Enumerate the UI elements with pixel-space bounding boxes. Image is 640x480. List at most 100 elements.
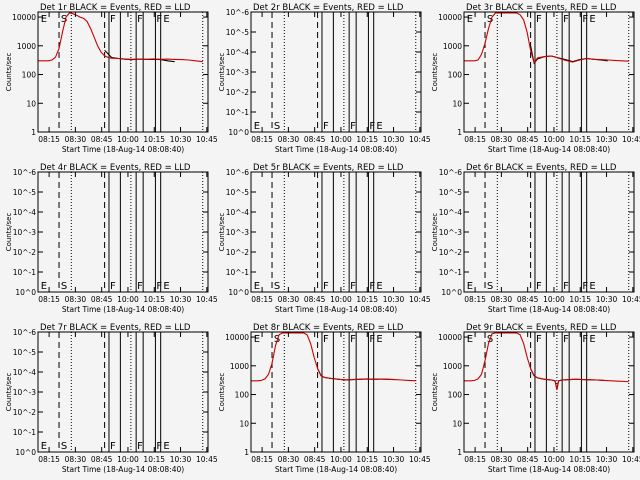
x-tick-label: 08:45	[517, 455, 539, 464]
marker-letter: F	[563, 281, 569, 292]
marker-letter: F	[536, 334, 542, 345]
x-tick-label: 08:30	[491, 455, 513, 464]
x-tick-label: 10:30	[596, 295, 618, 304]
lld-series-line	[251, 332, 416, 382]
x-tick-label: 10:30	[596, 455, 618, 464]
marker-letter: E	[467, 281, 473, 292]
y-tick-label: 10^-6	[13, 168, 37, 177]
marker-letter: E	[467, 14, 473, 25]
x-tick-label: 08:45	[517, 295, 539, 304]
y-tick-label: 10^-5	[226, 28, 250, 37]
x-tick-label: 08:45	[91, 455, 113, 464]
x-tick-label: 08:45	[304, 455, 326, 464]
marker-letter: E	[376, 281, 382, 292]
x-tick-label: 10:45	[622, 135, 640, 144]
x-tick-label: 08:15	[38, 455, 60, 464]
x-tick-label: 08:30	[491, 295, 513, 304]
x-tick-label: 10:15	[569, 295, 591, 304]
x-tick-label: 08:15	[251, 135, 273, 144]
y-tick-label: 10000	[225, 333, 249, 342]
y-tick-label: 10^-1	[13, 268, 37, 277]
x-tick-label: 10:15	[356, 295, 378, 304]
x-tick-label: 10:45	[196, 295, 218, 304]
panel-title: Det 1r BLACK = Events, RED = LLD	[40, 3, 191, 13]
x-tick-label: 08:45	[517, 135, 539, 144]
x-tick-label: 10:45	[622, 455, 640, 464]
x-tick-label: 08:15	[464, 135, 486, 144]
marker-letter: E	[254, 121, 260, 132]
panel-title: Det 2r BLACK = Events, RED = LLD	[253, 3, 404, 13]
x-tick-label: 10:00	[543, 295, 565, 304]
marker-letter: F	[323, 334, 329, 345]
panel-title: Det 6r BLACK = Events, RED = LLD	[466, 163, 617, 173]
y-tick-label: 10^-5	[226, 188, 250, 197]
x-tick-label: 08:30	[65, 455, 87, 464]
y-tick-label: 10	[452, 419, 462, 428]
y-tick-label: 1000	[443, 362, 462, 371]
y-tick-label: 10^-4	[226, 208, 250, 217]
x-tick-label: 10:15	[143, 295, 165, 304]
x-tick-label: 10:00	[117, 295, 139, 304]
x-tick-label: 10:30	[383, 295, 405, 304]
y-tick-label: 10^-6	[439, 168, 463, 177]
panel-title: Det 8r BLACK = Events, RED = LLD	[253, 323, 404, 333]
y-tick-label: 100	[448, 391, 463, 400]
y-tick-label: 1000	[17, 42, 36, 51]
marker-letter: S	[274, 121, 280, 132]
x-tick-label: 10:45	[196, 135, 218, 144]
y-axis-label: Counts/sec	[218, 53, 226, 92]
y-axis-label: Counts/sec	[218, 373, 226, 412]
y-tick-label: 10^-4	[226, 48, 250, 57]
events-series-line	[104, 49, 175, 63]
panel-title: Det 4r BLACK = Events, RED = LLD	[40, 163, 191, 173]
marker-letter: E	[41, 14, 47, 25]
y-axis-label: Counts/sec	[5, 53, 13, 92]
marker-letter: S	[274, 281, 280, 292]
plot-frame	[250, 11, 422, 133]
x-tick-label: 08:15	[251, 295, 273, 304]
x-tick-label: 08:45	[91, 135, 113, 144]
marker-letter: E	[589, 334, 595, 345]
plot-frame	[250, 331, 422, 453]
marker-letter: E	[376, 121, 382, 132]
y-tick-label: 10^-1	[226, 268, 250, 277]
x-tick-label: 08:30	[491, 135, 513, 144]
x-axis-label: Start Time (18-Aug-14 08:08:40)	[488, 465, 610, 474]
x-tick-label: 10:00	[330, 135, 352, 144]
x-tick-label: 08:15	[38, 135, 60, 144]
y-tick-label: 10^-6	[226, 8, 250, 17]
marker-letter: F	[350, 334, 356, 345]
y-axis-label: Counts/sec	[5, 373, 13, 412]
x-tick-label: 08:45	[304, 135, 326, 144]
lld-series-line	[464, 12, 629, 64]
y-tick-label: 1	[457, 448, 462, 457]
marker-letter: E	[589, 14, 595, 25]
marker-letter: F	[369, 281, 375, 292]
x-tick-label: 10:00	[117, 455, 139, 464]
x-tick-label: 10:15	[569, 455, 591, 464]
y-tick-label: 10	[452, 99, 462, 108]
x-tick-label: 10:30	[596, 135, 618, 144]
y-axis-label: Counts/sec	[431, 373, 439, 412]
y-tick-label: 10^-4	[439, 208, 463, 217]
x-tick-label: 10:00	[330, 295, 352, 304]
y-tick-label: 10000	[438, 333, 462, 342]
marker-letter: E	[254, 334, 260, 345]
y-tick-label: 10^-2	[226, 248, 250, 257]
y-tick-label: 10^-3	[226, 68, 250, 77]
y-tick-label: 10^-4	[13, 368, 37, 377]
marker-letter: F	[369, 121, 375, 132]
x-axis-label: Start Time (18-Aug-14 08:08:40)	[488, 145, 610, 154]
plot-frame	[463, 11, 635, 133]
x-tick-label: 10:00	[543, 455, 565, 464]
y-tick-label: 100	[22, 71, 37, 80]
y-tick-label: 10^-1	[439, 268, 463, 277]
y-tick-label: 100	[235, 391, 250, 400]
marker-letter: F	[110, 14, 116, 25]
marker-letter: S	[487, 281, 493, 292]
